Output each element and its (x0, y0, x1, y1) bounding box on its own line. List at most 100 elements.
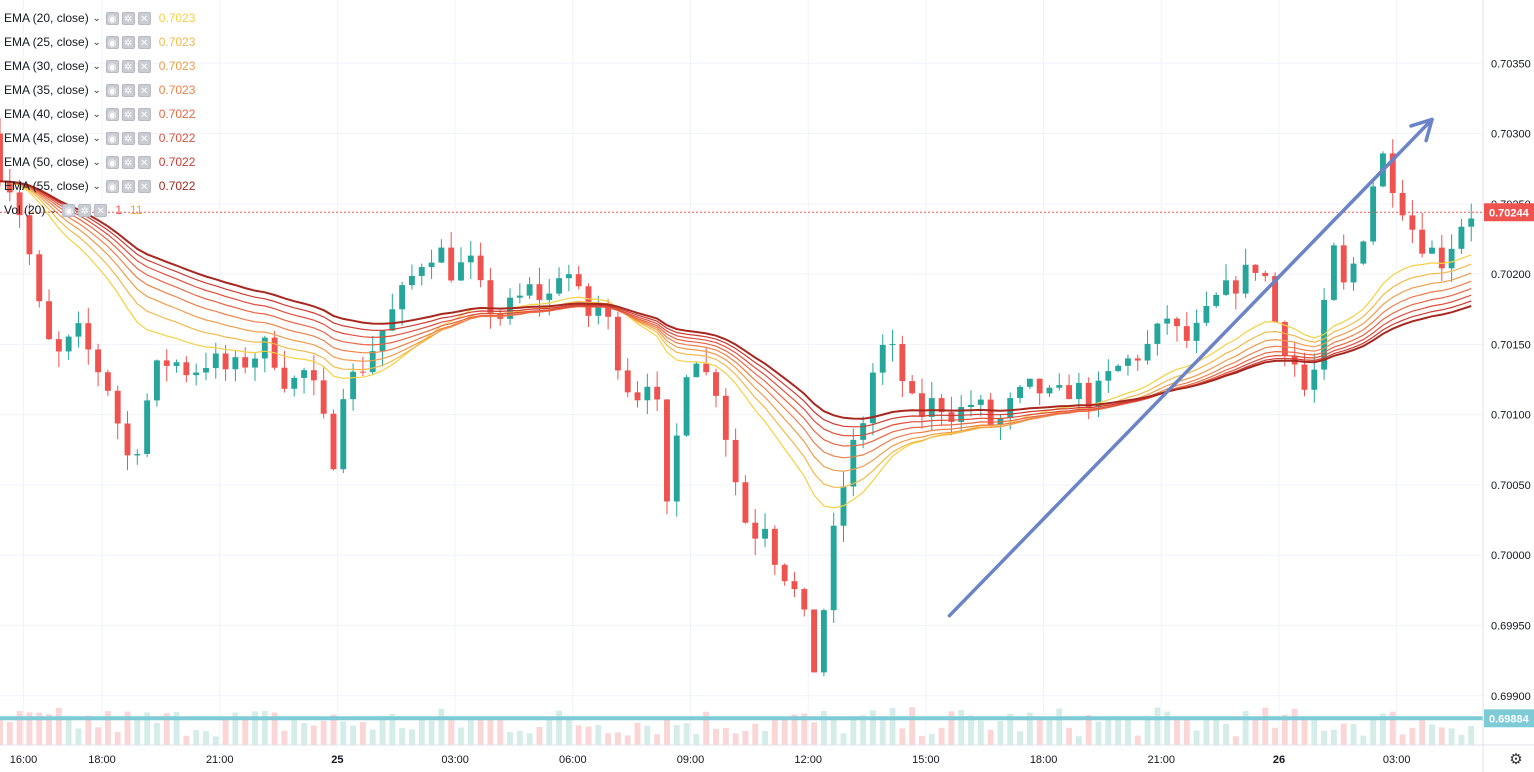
gear-icon[interactable]: ✲ (121, 179, 135, 193)
ema-line (0, 180, 1472, 488)
candle-body (65, 336, 72, 352)
legend-row-ema[interactable]: EMA (45, close) ⌄ ◉ ✲ ✕ 0.7022 (4, 126, 195, 150)
close-icon[interactable]: ✕ (137, 35, 151, 49)
candle-body (1330, 245, 1337, 300)
legend-value: 1 (115, 203, 123, 217)
volume-bar (350, 725, 357, 745)
price-tick-label: 0.70350 (1491, 58, 1531, 70)
legend-row-volume[interactable]: Vol (20) ⌄ ◉ ✲ ✕ 1 11 (4, 198, 195, 222)
time-axis[interactable]: 16:00 18:00 21:00 25 03:00 06:00 09:00 12:00 15:… (10, 754, 1411, 766)
close-icon[interactable]: ✕ (137, 131, 151, 145)
volume-bar (389, 713, 396, 745)
candle-body (1252, 264, 1259, 273)
eye-icon[interactable]: ◉ (105, 11, 119, 25)
legend-row-ema[interactable]: EMA (35, close) ⌄ ◉ ✲ ✕ 0.7023 (4, 78, 195, 102)
gear-icon[interactable]: ✲ (121, 35, 135, 49)
indicator-legend: EMA (20, close) ⌄ ◉ ✲ ✕ 0.7023 EMA (25, close)… (4, 6, 195, 222)
gear-icon[interactable]: ⚙ (1509, 751, 1523, 768)
volume-bar (1105, 718, 1112, 745)
price-tags: 0.70244 0.69884 (1484, 203, 1534, 728)
candle-body (379, 330, 386, 352)
ema-ribbon (0, 180, 1472, 509)
gear-icon[interactable]: ✲ (121, 107, 135, 121)
volume-bar (575, 725, 582, 745)
candle-body (369, 351, 376, 373)
volume-bar (55, 707, 62, 745)
close-icon[interactable]: ✕ (137, 155, 151, 169)
candle-body (683, 377, 690, 436)
support-price-tag-bg (1484, 709, 1534, 728)
legend-row-ema[interactable]: EMA (30, close) ⌄ ◉ ✲ ✕ 0.7023 (4, 54, 195, 78)
eye-icon[interactable]: ◉ (105, 107, 119, 121)
candle-body (350, 371, 357, 400)
last-price-tag: 0.70244 (1489, 207, 1530, 219)
time-tick-label: 16:00 (10, 754, 38, 766)
gear-icon[interactable]: ✲ (121, 131, 135, 145)
legend-value: 0.7023 (158, 35, 196, 49)
time-tick-label: 21:00 (1148, 754, 1176, 766)
candle-body (1066, 385, 1073, 400)
chevron-down-icon[interactable]: ⌄ (92, 108, 101, 120)
volume-bar (1419, 718, 1426, 745)
volume-bar (713, 728, 719, 745)
chevron-down-icon[interactable]: ⌄ (92, 84, 101, 96)
volume-bar (507, 732, 513, 745)
chevron-down-icon[interactable]: ⌄ (92, 12, 101, 24)
legend-row-ema[interactable]: EMA (20, close) ⌄ ◉ ✲ ✕ 0.7023 (4, 6, 195, 30)
chevron-down-icon[interactable]: ⌄ (92, 132, 101, 144)
gear-icon[interactable]: ✲ (121, 155, 135, 169)
chevron-down-icon[interactable]: ⌄ (49, 204, 58, 216)
eye-icon[interactable]: ◉ (105, 155, 119, 169)
candle-body (869, 372, 876, 424)
chevron-down-icon[interactable]: ⌄ (92, 180, 101, 192)
chevron-down-icon[interactable]: ⌄ (92, 60, 101, 72)
eye-icon[interactable]: ◉ (105, 83, 119, 97)
volume-bar (1281, 714, 1288, 745)
gear-icon[interactable]: ✲ (121, 59, 135, 73)
gear-icon[interactable]: ✲ (121, 83, 135, 97)
volume-bar (1429, 724, 1435, 745)
volume-bar (801, 713, 808, 745)
close-icon[interactable]: ✕ (137, 59, 151, 73)
gear-icon[interactable]: ✲ (121, 11, 135, 25)
gear-icon[interactable]: ✲ (78, 203, 92, 217)
eye-icon[interactable]: ◉ (105, 59, 119, 73)
volume-bar (1144, 715, 1151, 745)
legend-row-ema[interactable]: EMA (50, close) ⌄ ◉ ✲ ✕ 0.7022 (4, 150, 195, 174)
volume-bar (948, 711, 955, 745)
close-icon[interactable]: ✕ (137, 11, 151, 25)
close-icon[interactable]: ✕ (137, 83, 151, 97)
candle-body (340, 399, 347, 470)
volume-bar (232, 712, 239, 745)
price-tick-label: 0.69950 (1491, 621, 1531, 633)
candle-body (301, 370, 307, 378)
close-icon[interactable]: ✕ (94, 203, 108, 217)
volume-bar (1350, 724, 1357, 745)
candle-body (183, 362, 190, 376)
trend-arrow[interactable] (947, 117, 1434, 618)
eye-icon[interactable]: ◉ (62, 203, 76, 217)
eye-icon[interactable]: ◉ (105, 35, 119, 49)
volume-bar (830, 716, 837, 745)
eye-icon[interactable]: ◉ (105, 131, 119, 145)
support-price-tag: 0.69884 (1489, 713, 1530, 725)
legend-row-ema[interactable]: EMA (25, close) ⌄ ◉ ✲ ✕ 0.7023 (4, 30, 195, 54)
eye-icon[interactable]: ◉ (105, 179, 119, 193)
volume-bar (252, 711, 258, 745)
volume-bar (281, 730, 288, 745)
volume-bar (369, 729, 376, 745)
close-icon[interactable]: ✕ (137, 179, 151, 193)
volume-bar (1360, 735, 1367, 745)
price-tick-label: 0.69900 (1491, 691, 1531, 703)
chevron-down-icon[interactable]: ⌄ (92, 156, 101, 168)
volume-bar (1203, 718, 1210, 745)
legend-row-ema[interactable]: EMA (40, close) ⌄ ◉ ✲ ✕ 0.7022 (4, 102, 195, 126)
volume-bar (1330, 729, 1337, 745)
price-axis[interactable]: 0.703500.703000.702500.702000.701500.701… (1491, 58, 1531, 703)
candle-body (1046, 387, 1053, 394)
chevron-down-icon[interactable]: ⌄ (92, 36, 101, 48)
close-icon[interactable]: ✕ (137, 107, 151, 121)
candle-body (958, 407, 965, 422)
legend-row-ema[interactable]: EMA (55, close) ⌄ ◉ ✲ ✕ 0.7022 (4, 174, 195, 198)
